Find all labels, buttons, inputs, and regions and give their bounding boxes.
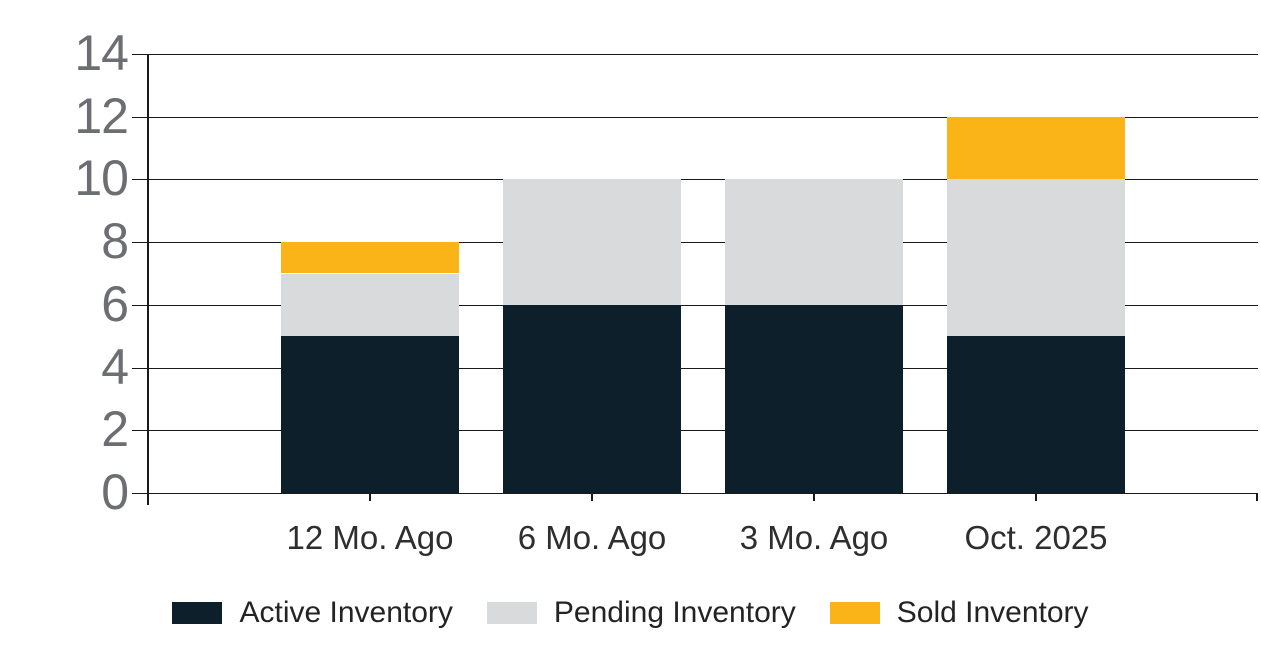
gridline xyxy=(132,493,1258,494)
legend-item-active-inventory: Active Inventory xyxy=(172,596,453,630)
gridline xyxy=(132,116,1258,118)
x-axis-label-12-mo-ago: 12 Mo. Ago xyxy=(286,519,454,556)
y-tick-label: 0 xyxy=(101,464,129,520)
bar-segment-active-inventory xyxy=(947,336,1125,493)
axis-end-tick xyxy=(1256,493,1258,501)
bar-segment-pending-inventory xyxy=(725,179,903,305)
bar-segment-pending-inventory xyxy=(947,179,1125,337)
x-axis-tick xyxy=(1035,493,1037,501)
x-axis-tick xyxy=(813,493,815,501)
bar-segment-pending-inventory xyxy=(281,273,459,337)
y-tick-label: 10 xyxy=(74,150,129,207)
y-tick-label: 14 xyxy=(74,25,129,81)
bar-segment-active-inventory xyxy=(503,304,681,493)
legend-swatch-sold-inventory xyxy=(829,602,880,624)
bar-segment-active-inventory xyxy=(281,336,459,493)
bar-segment-sold-inventory xyxy=(947,116,1125,180)
legend-label: Active Inventory xyxy=(239,596,453,629)
y-axis-line xyxy=(147,54,149,505)
x-axis-label-6-mo-ago: 6 Mo. Ago xyxy=(517,519,667,556)
y-tick-label: 12 xyxy=(74,87,129,144)
gridline xyxy=(132,367,1258,369)
gridline xyxy=(132,242,1258,244)
y-tick-label: 4 xyxy=(101,338,129,395)
y-tick-label: 8 xyxy=(101,213,129,270)
legend-label: Pending Inventory xyxy=(553,596,796,629)
x-axis-label-oct-2025: Oct. 2025 xyxy=(964,519,1108,556)
bar-segment-active-inventory xyxy=(725,304,903,493)
y-tick-label: 2 xyxy=(101,401,129,458)
chart-legend: Active Inventory Pending Inventory Sold In… xyxy=(0,596,1261,630)
y-tick-label: 6 xyxy=(101,275,129,332)
legend-item-sold-inventory: Sold Inventory xyxy=(829,596,1089,630)
bar-segment-pending-inventory xyxy=(503,179,681,305)
x-axis-tick xyxy=(369,493,371,501)
gridline xyxy=(132,430,1258,432)
x-axis-label-3-mo-ago: 3 Mo. Ago xyxy=(739,519,889,556)
gridline xyxy=(132,304,1258,306)
gridline xyxy=(132,179,1258,181)
legend-item-pending-inventory: Pending Inventory xyxy=(486,596,796,630)
bar-segment-sold-inventory xyxy=(281,242,459,274)
legend-swatch-pending-inventory xyxy=(486,602,537,624)
legend-label: Sold Inventory xyxy=(896,596,1089,629)
legend-swatch-active-inventory xyxy=(172,602,223,624)
x-axis-tick xyxy=(591,493,593,501)
gridline xyxy=(132,54,1258,55)
